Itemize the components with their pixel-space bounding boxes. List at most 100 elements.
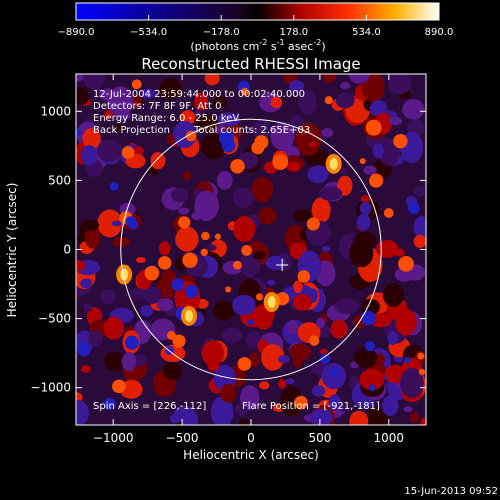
heatmap-blob [97, 139, 123, 162]
x-tick-label: −500 [166, 431, 199, 445]
heatmap-blob [221, 138, 236, 153]
heatmap-blob [259, 381, 270, 390]
heatmap-blob [251, 176, 274, 203]
heatmap-blob [80, 278, 93, 289]
heatmap-blob [100, 289, 116, 304]
heatmap-blob [420, 417, 426, 425]
heatmap-blob [270, 96, 283, 109]
heatmap-blob [413, 216, 426, 240]
heatmap-blob [383, 208, 394, 218]
heatmap-blob [239, 418, 249, 425]
heatmap-blob [214, 233, 221, 240]
x-tick-label: 500 [308, 431, 331, 445]
heatmap-blob [172, 334, 186, 348]
heatmap-blob [293, 209, 313, 223]
heatmap-blob [316, 317, 326, 329]
heatmap-blob [104, 351, 125, 372]
heatmap-blob [387, 74, 412, 95]
colorbar-ticks: −890.0 −534.0 −178.0 178.0 534.0 890.0 [57, 15, 453, 38]
heatmap-blob [232, 294, 256, 316]
heatmap-blob [135, 256, 146, 264]
heatmap-blob [295, 122, 322, 156]
heatmap-blob [308, 335, 320, 346]
heatmap-blob [388, 116, 403, 126]
heatmap-blob [103, 398, 116, 411]
heatmap-blob [361, 310, 376, 326]
y-axis-label: Heliocentric Y (arcsec) [5, 183, 19, 318]
heatmap-blob [408, 202, 420, 214]
heatmap-blob [111, 220, 122, 227]
hot-spot-core [329, 157, 338, 170]
heatmap-blob [217, 112, 240, 127]
heatmap-blob [104, 110, 113, 120]
heatmap-blob [194, 92, 209, 112]
heatmap-blob [178, 207, 190, 215]
heatmap-blob [363, 165, 377, 175]
heatmap-blob [252, 118, 272, 140]
heatmap-blob [233, 260, 242, 270]
heatmap-blob [354, 347, 378, 369]
heatmap-blob [293, 280, 303, 294]
heatmap-blob [206, 244, 217, 251]
heatmap-blob [182, 252, 198, 268]
heatmap-blob [287, 161, 301, 172]
heatmap-blob [267, 279, 276, 286]
heatmap-image [76, 74, 426, 425]
heatmap-blob [383, 283, 404, 307]
heatmap-blob [157, 256, 172, 270]
heatmap-blob [319, 353, 330, 365]
heatmap-blob [80, 365, 91, 374]
heatmap-blob [140, 88, 156, 99]
heatmap-blob [222, 327, 243, 344]
y-axis-ticks: −1000 −500 0 500 1000 [30, 104, 426, 395]
heatmap-blob [372, 143, 384, 159]
solar-limb [120, 118, 382, 381]
annotation-counts: Total counts: 2.65E+03 [193, 125, 310, 136]
heatmap-blob [80, 145, 98, 166]
heatmap-blob [76, 87, 90, 105]
colorbar-tick-label: 890.0 [425, 27, 454, 38]
heatmap-blob [321, 245, 331, 252]
heatmap-blob [230, 159, 245, 174]
heatmap-blob [286, 320, 298, 335]
heatmap-blob [150, 152, 166, 170]
heatmap-blob [294, 395, 308, 410]
heatmap-blob [76, 392, 83, 403]
annotation-time: 12-Jul-2004 23:59:44.000 to 00:02:40.000 [93, 89, 305, 100]
heatmap-blob [335, 92, 355, 109]
heatmap-blob [80, 219, 100, 231]
heatmap-blob [387, 331, 398, 345]
heatmap-blob [212, 300, 235, 321]
heatmap-blob [185, 130, 197, 142]
heatmap-blob [404, 356, 411, 364]
y-tick-label: 500 [48, 173, 71, 187]
heatmap-blob [83, 302, 93, 312]
heatmap-blob [359, 158, 366, 165]
annotation-spin-axis: Spin Axis = [226,-112] [93, 401, 206, 412]
x-tick-label: 0 [247, 431, 255, 445]
heatmap-blob [383, 326, 392, 335]
heatmap-blob [409, 412, 420, 424]
heatmap-blob [356, 213, 371, 231]
heatmap-blob [298, 90, 317, 115]
heatmap-blob [129, 287, 146, 300]
heatmap-blob [359, 201, 372, 215]
annotation-energy: Energy Range: 6.0 - 25.0 keV [93, 113, 239, 124]
heatmap-blob [171, 278, 185, 291]
heatmap-blob [184, 284, 199, 299]
heatmap-blob [225, 286, 232, 293]
heatmap-blob [143, 286, 162, 304]
heatmap-blob [76, 400, 90, 425]
heatmap-blob [76, 129, 82, 137]
colorbar-tick-label: 534.0 [352, 27, 381, 38]
heatmap-blob [240, 87, 249, 96]
heatmap-blob [115, 123, 125, 133]
heatmap-blob [241, 245, 252, 256]
colorbar-tick-label: 178.0 [279, 27, 308, 38]
heatmap-blob [321, 128, 334, 138]
hot-spot-core [184, 309, 193, 322]
heatmap-blob [239, 385, 260, 411]
heatmap-blob [255, 293, 264, 301]
heatmap-blob [246, 331, 261, 349]
heatmap-blob [107, 86, 134, 117]
